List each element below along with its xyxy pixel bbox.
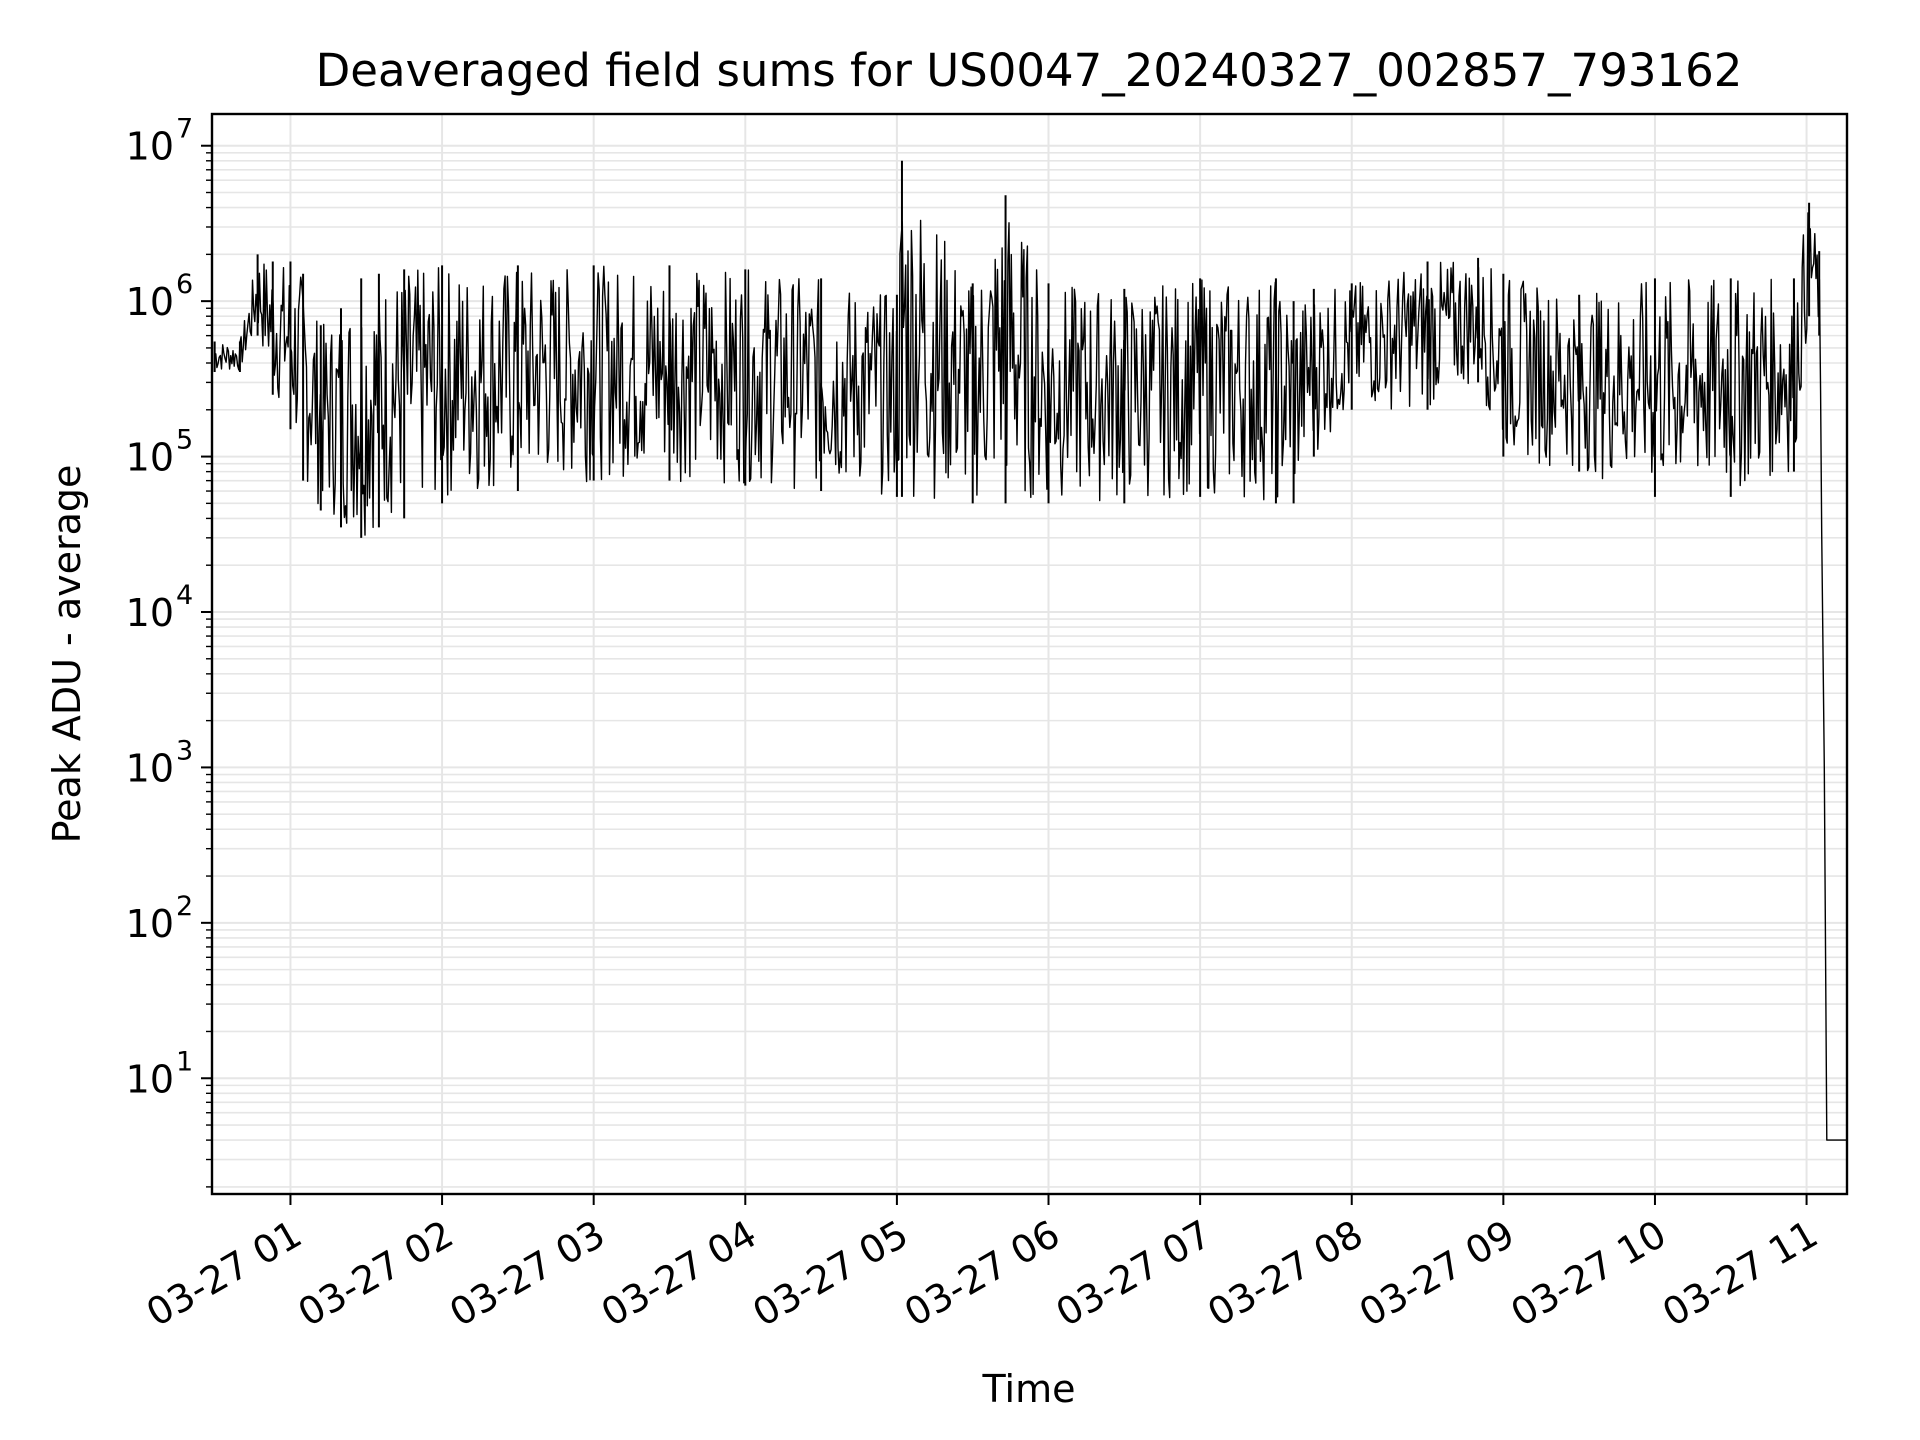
- y-tick-exponent: 4: [176, 580, 193, 611]
- y-tick-label: 10: [126, 125, 174, 169]
- y-tick-exponent: 1: [176, 1046, 193, 1077]
- grid-lines: [212, 114, 1847, 1194]
- plot-area: [213, 160, 1847, 1141]
- y-tick-label: 10: [126, 902, 174, 946]
- x-axis-label: Time: [982, 1367, 1076, 1411]
- y-tick-exponent: 7: [176, 114, 193, 145]
- y-tick-label: 10: [126, 591, 174, 635]
- y-tick-exponent: 5: [176, 425, 193, 456]
- y-axis-label: Peak ADU - average: [45, 465, 89, 844]
- y-tick-label: 10: [126, 280, 174, 324]
- plot-frame: [210, 112, 1849, 1196]
- y-tick-exponent: 2: [176, 891, 193, 922]
- chart-title: Deaveraged field sums for US0047_2024032…: [316, 44, 1743, 97]
- y-tick-label: 10: [126, 746, 174, 790]
- y-tick-exponent: 6: [176, 269, 193, 300]
- series-line: [214, 212, 1847, 1141]
- y-tick-label: 10: [126, 436, 174, 480]
- y-tick-label: 10: [126, 1057, 174, 1101]
- y-tick-exponent: 3: [176, 735, 193, 766]
